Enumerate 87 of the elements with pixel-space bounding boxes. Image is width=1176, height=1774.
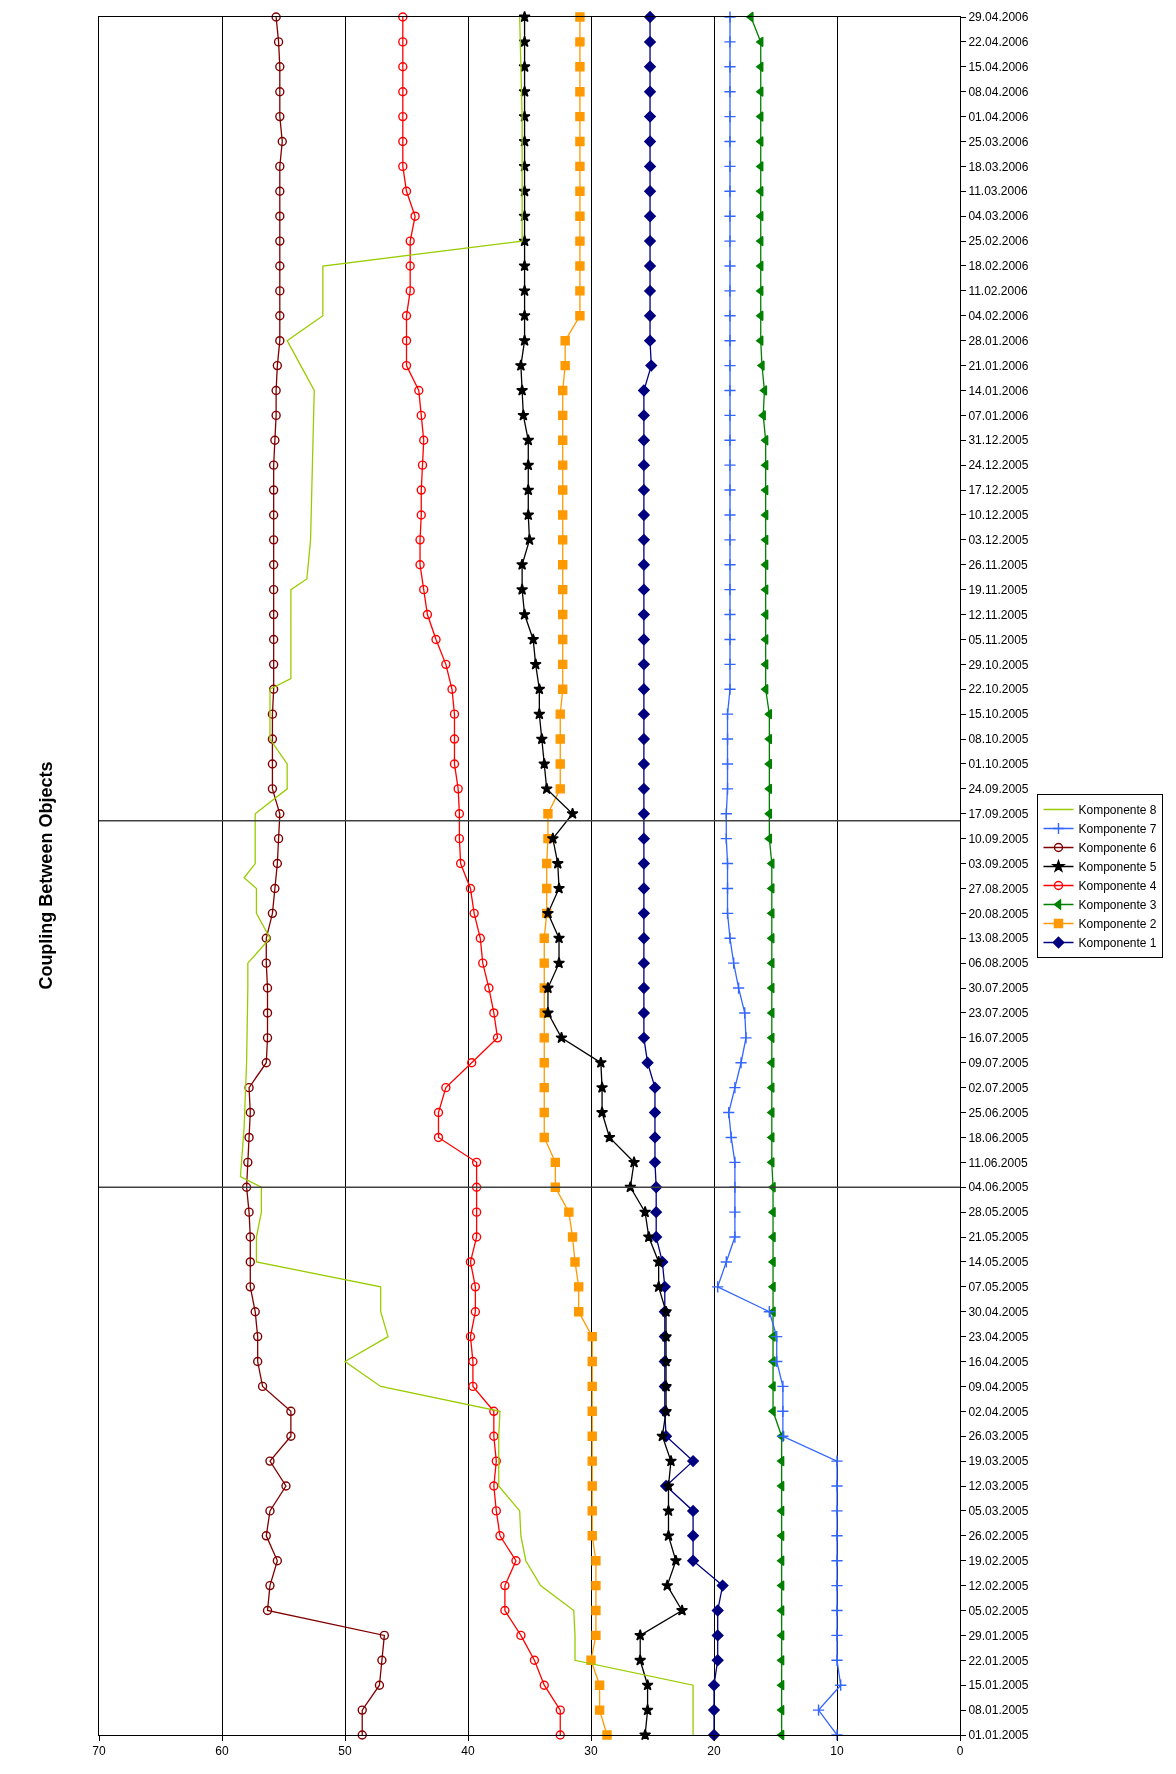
y-tick-label: 05.02.2005 [968, 1603, 1029, 1618]
y-tick-label: 15.04.2006 [968, 60, 1029, 74]
y-tick-label: 18.03.2006 [968, 159, 1029, 174]
y-tick-label: 07.05.2005 [968, 1280, 1029, 1295]
y-tick-label: 09.07.2005 [968, 1055, 1029, 1070]
y-tick-label: 15.10.2005 [968, 707, 1029, 722]
y-tick-label: 17.12.2005 [968, 483, 1029, 498]
y-tick-label: 05.11.2005 [968, 632, 1028, 647]
y-tick-label: 08.10.2005 [968, 732, 1029, 747]
y-tick-label: 19.03.2005 [968, 1454, 1029, 1469]
y-tick-label: 12.03.2005 [968, 1479, 1029, 1494]
y-tick-label: 02.07.2005 [968, 1080, 1029, 1095]
y-tick-label: 14.05.2005 [968, 1255, 1029, 1270]
y-tick-label: 04.02.2006 [968, 308, 1029, 323]
x-tick-label: 20 [707, 1744, 721, 1759]
y-tick-label: 21.01.2006 [968, 358, 1029, 373]
y-tick-label: 01.04.2006 [968, 109, 1029, 124]
y-tick-label: 22.01.2005 [968, 1653, 1029, 1668]
y-tick-label: 29.04.2006 [968, 10, 1029, 25]
y-tick-label: 25.06.2005 [968, 1105, 1029, 1120]
y-tick-label: 29.10.2005 [968, 657, 1029, 672]
y-tick-label: 19.02.2005 [968, 1553, 1029, 1568]
y-tick-label: 24.12.2005 [968, 458, 1029, 473]
y-tick-label: 18.06.2005 [968, 1130, 1029, 1145]
y-tick-label: 14.01.2006 [968, 383, 1029, 398]
y-tick-label: 17.09.2005 [968, 806, 1029, 821]
y-tick-label: 23.07.2005 [968, 1006, 1029, 1021]
y-tick-label: 11.03.2006 [968, 184, 1028, 199]
y-tick-label: 30.04.2005 [968, 1304, 1029, 1319]
legend-label: Komponente 6 [1078, 841, 1157, 856]
y-tick-label: 28.01.2006 [968, 333, 1029, 348]
y-tick-label: 31.12.2005 [968, 433, 1029, 448]
x-tick-label: 40 [461, 1744, 475, 1759]
y-tick-label: 19.11.2005 [968, 582, 1028, 597]
y-tick-label: 01.01.2005 [968, 1728, 1029, 1743]
y-tick-label: 11.02.2006 [968, 284, 1028, 299]
y-tick-label: 12.02.2005 [968, 1578, 1029, 1593]
y-tick-label: 26.02.2005 [968, 1529, 1029, 1544]
y-tick-label: 03.09.2005 [968, 856, 1029, 871]
y-tick-label: 30.07.2005 [968, 981, 1029, 996]
y-tick-label: 02.04.2005 [968, 1404, 1029, 1419]
x-tick-label: 30 [584, 1744, 598, 1759]
y-tick-label: 26.03.2005 [968, 1429, 1029, 1444]
y-tick-label: 23.04.2005 [968, 1329, 1029, 1344]
y-tick-label: 08.01.2005 [968, 1703, 1029, 1718]
y-tick-label: 16.07.2005 [968, 1031, 1029, 1046]
legend-label: Komponente 1 [1078, 936, 1157, 951]
x-tick-label: 70 [92, 1744, 106, 1759]
y-tick-label: 29.01.2005 [968, 1628, 1029, 1643]
x-tick-label: 50 [338, 1744, 352, 1759]
text: Coupling Between Objects [35, 761, 56, 990]
y-tick-label: 11.06.2005 [968, 1155, 1028, 1170]
y-tick-label: 07.01.2006 [968, 408, 1029, 423]
y-tick-label: 13.08.2005 [968, 931, 1029, 946]
y-tick-label: 22.04.2006 [968, 35, 1029, 50]
y-tick-label: 28.05.2005 [968, 1205, 1029, 1220]
y-tick-label: 03.12.2005 [968, 533, 1029, 548]
y-tick-label: 06.08.2005 [968, 956, 1029, 971]
y-tick-label: 10.09.2005 [968, 831, 1029, 846]
y-tick-label: 27.08.2005 [968, 881, 1029, 896]
legend-label: Komponente 3 [1078, 898, 1157, 913]
y-tick-label: 25.02.2006 [968, 234, 1029, 249]
y-tick-label: 22.10.2005 [968, 682, 1029, 697]
legend-label: Komponente 7 [1078, 822, 1157, 837]
y-tick-label: 05.03.2005 [968, 1504, 1029, 1519]
y-tick-label: 04.06.2005 [968, 1180, 1029, 1195]
y-tick-label: 01.10.2005 [968, 757, 1029, 772]
x-tick-label: 0 [956, 1744, 964, 1759]
y-tick-label: 26.11.2005 [968, 557, 1028, 572]
y-tick-label: 21.05.2005 [968, 1230, 1029, 1245]
x-tick-label: 10 [830, 1744, 844, 1759]
y-tick-label: 24.09.2005 [968, 782, 1029, 797]
y-tick-label: 04.03.2006 [968, 209, 1029, 224]
legend-label: Komponente 8 [1078, 803, 1157, 818]
legend-label: Komponente 5 [1078, 860, 1157, 875]
y-tick-label: 12.11.2005 [968, 607, 1028, 622]
legend-label: Komponente 4 [1078, 879, 1157, 894]
y-tick-label: 09.04.2005 [968, 1379, 1029, 1394]
y-tick-label: 10.12.2005 [968, 508, 1029, 523]
y-tick-label: 18.02.2006 [968, 259, 1029, 274]
y-tick-label: 16.04.2005 [968, 1354, 1029, 1369]
y-tick-label: 20.08.2005 [968, 906, 1029, 921]
y-tick-label: 25.03.2006 [968, 134, 1029, 149]
legend-label: Komponente 2 [1078, 917, 1157, 932]
x-tick-label: 60 [215, 1744, 229, 1759]
y-tick-label: 15.01.2005 [968, 1678, 1029, 1693]
y-tick-label: 08.04.2006 [968, 84, 1029, 99]
